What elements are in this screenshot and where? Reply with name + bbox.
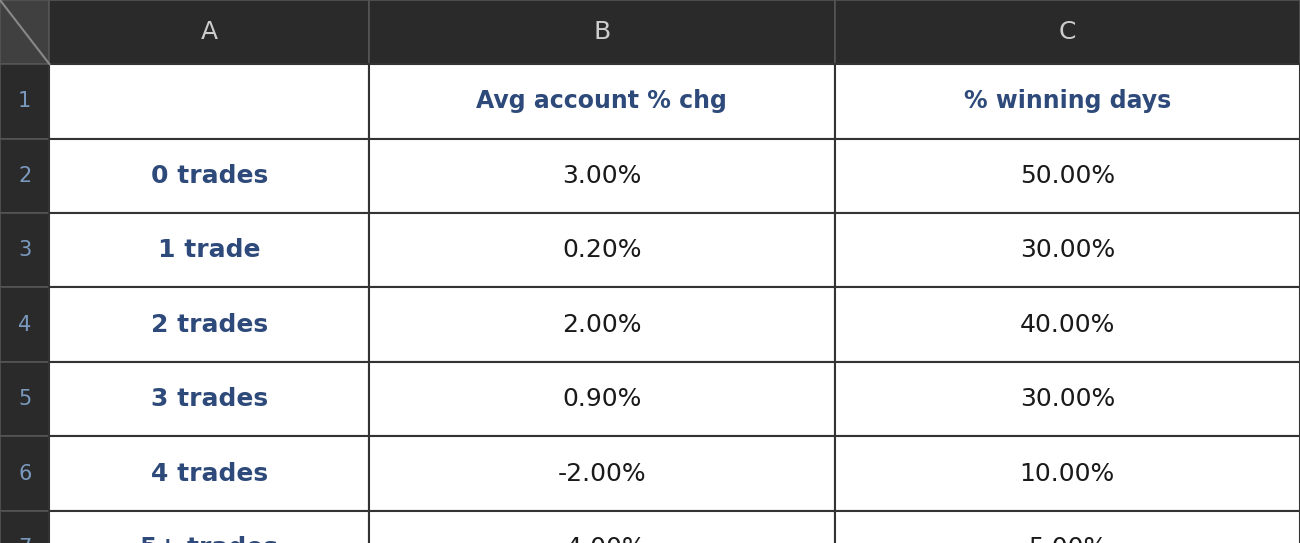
Text: 5.00%: 5.00% — [1028, 536, 1106, 543]
Bar — [835, 138, 1300, 213]
Text: 1 trade: 1 trade — [159, 238, 260, 262]
Bar — [369, 511, 835, 543]
Text: B: B — [593, 20, 611, 44]
Text: -4.00%: -4.00% — [558, 536, 646, 543]
Text: A: A — [200, 20, 218, 44]
Bar — [369, 362, 835, 437]
Bar — [369, 287, 835, 362]
Text: 3 trades: 3 trades — [151, 387, 268, 411]
Text: 0 trades: 0 trades — [151, 164, 268, 188]
Bar — [49, 287, 369, 362]
Bar — [0, 213, 49, 287]
Bar — [49, 138, 369, 213]
Text: 50.00%: 50.00% — [1019, 164, 1115, 188]
Bar — [369, 138, 835, 213]
Bar — [0, 0, 49, 64]
Text: 2: 2 — [18, 166, 31, 186]
Text: 0.20%: 0.20% — [562, 238, 642, 262]
Bar — [49, 64, 369, 138]
Bar — [835, 362, 1300, 437]
Bar — [835, 213, 1300, 287]
Bar — [0, 437, 49, 511]
Text: 10.00%: 10.00% — [1019, 462, 1115, 485]
Bar — [835, 64, 1300, 138]
Bar — [49, 362, 369, 437]
Bar — [369, 213, 835, 287]
Text: 5+ trades: 5+ trades — [140, 536, 278, 543]
Text: -2.00%: -2.00% — [558, 462, 646, 485]
Text: Avg account % chg: Avg account % chg — [477, 89, 727, 113]
Bar — [49, 0, 369, 64]
Bar — [49, 213, 369, 287]
Bar — [835, 287, 1300, 362]
Bar — [0, 287, 49, 362]
Bar — [835, 0, 1300, 64]
Text: 30.00%: 30.00% — [1019, 387, 1115, 411]
Text: 2 trades: 2 trades — [151, 313, 268, 337]
Text: % winning days: % winning days — [963, 89, 1171, 113]
Bar — [369, 64, 835, 138]
Text: 1: 1 — [18, 91, 31, 111]
Text: 2.00%: 2.00% — [562, 313, 642, 337]
Text: 30.00%: 30.00% — [1019, 238, 1115, 262]
Bar — [369, 437, 835, 511]
Text: 3.00%: 3.00% — [562, 164, 642, 188]
Text: 3: 3 — [18, 240, 31, 260]
Bar — [369, 0, 835, 64]
Text: 4: 4 — [18, 315, 31, 334]
Bar — [835, 437, 1300, 511]
Bar — [49, 437, 369, 511]
Text: 7: 7 — [18, 538, 31, 543]
Text: 4 trades: 4 trades — [151, 462, 268, 485]
Bar — [0, 138, 49, 213]
Bar — [0, 64, 49, 138]
Text: 40.00%: 40.00% — [1019, 313, 1115, 337]
Text: C: C — [1058, 20, 1076, 44]
Bar — [0, 362, 49, 437]
Bar — [835, 511, 1300, 543]
Bar — [0, 511, 49, 543]
Text: 5: 5 — [18, 389, 31, 409]
Text: 6: 6 — [18, 464, 31, 484]
Text: 0.90%: 0.90% — [562, 387, 642, 411]
Bar — [49, 511, 369, 543]
